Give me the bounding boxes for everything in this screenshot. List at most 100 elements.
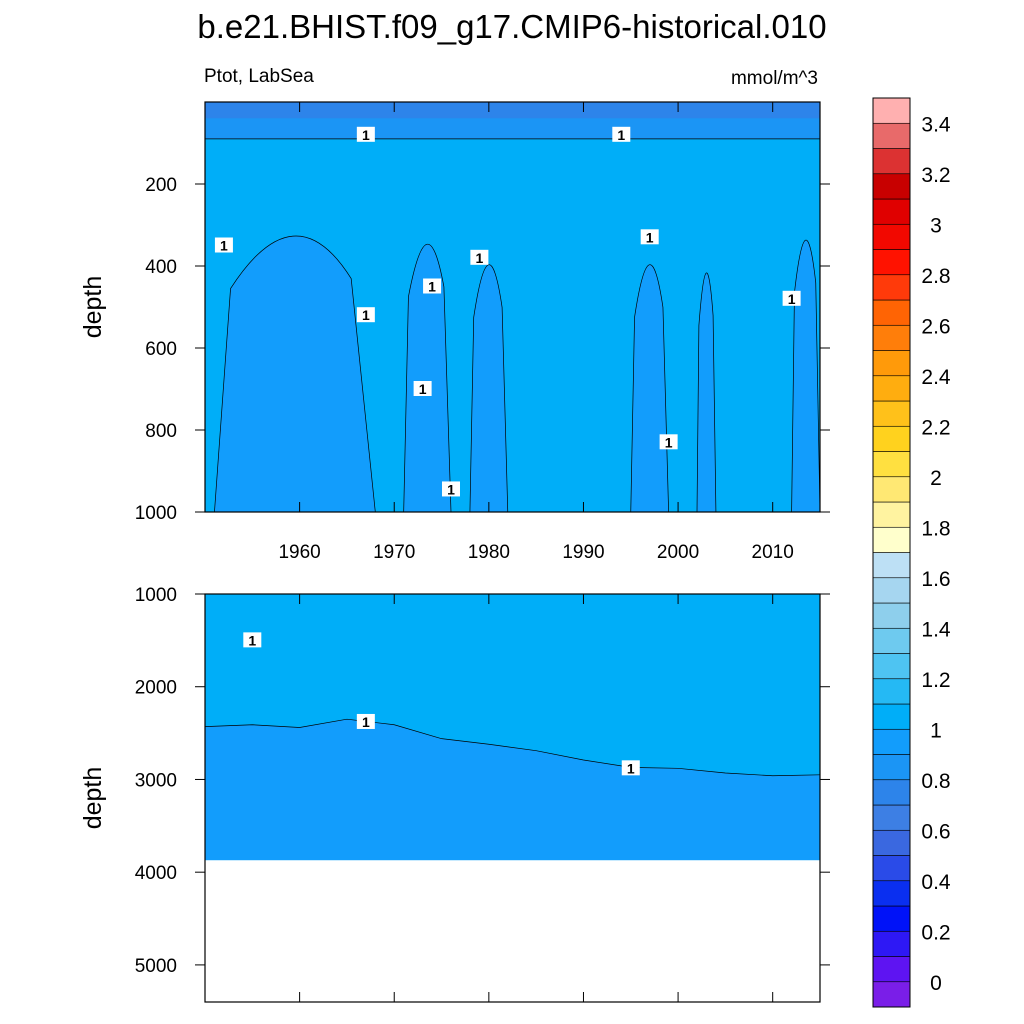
unit-label: mmol/m^3: [731, 68, 818, 89]
bottom-contour-label: 1: [356, 713, 375, 730]
top-frame: [204, 101, 821, 513]
top-y-tick-label: 400: [145, 257, 177, 278]
colorbar-segment: [872, 956, 911, 983]
bottom-y-tick-label: 3000: [135, 770, 177, 791]
top-contour-label: 1: [640, 229, 659, 245]
colorbar-segment: [872, 274, 911, 301]
colorbar-tick-label: 0.4: [921, 871, 951, 894]
chart-title: b.e21.BHIST.f09_g17.CMIP6-historical.010: [197, 8, 826, 45]
colorbar-segment: [872, 855, 911, 882]
colorbar-tick-label: 1: [930, 719, 942, 742]
top-upper-band: [205, 118, 820, 139]
colorbar-tick-label: 2.2: [921, 416, 950, 439]
colorbar-segment: [872, 223, 911, 250]
top-contour-label: 1: [214, 237, 233, 254]
top-panel: 1960 1970 1980 1990 2000 2010 200 400 600 800 1000…: [135, 101, 830, 563]
bottom-y-tick-label: 1000: [135, 585, 177, 606]
top-contour-label: 1: [413, 381, 432, 397]
svg-text:1: 1: [475, 250, 483, 266]
colorbar-tick-label: 1.4: [921, 618, 951, 641]
colorbar-segment: [872, 350, 911, 377]
svg-text:1: 1: [617, 127, 625, 143]
colorbar-segment: [872, 829, 911, 856]
bottom-y-axis-label: depth: [79, 767, 107, 830]
colorbar-segment: [872, 198, 911, 225]
colorbar-tick-label: 0: [930, 972, 942, 995]
colorbar-segment: [872, 703, 911, 730]
top-contour-label: 1: [782, 290, 801, 307]
colorbar-tick-label: 2.4: [921, 366, 951, 389]
colorbar-segment: [872, 425, 911, 452]
top-region-1: [403, 243, 452, 513]
svg-text:1: 1: [362, 127, 370, 143]
svg-text:1: 1: [362, 307, 370, 323]
svg-text:1: 1: [428, 279, 436, 295]
top-y-tick-label: 600: [145, 339, 177, 360]
colorbar-tick-label: 0.6: [921, 820, 950, 843]
top-region-5: [791, 239, 821, 513]
bottom-y-tick-label: 2000: [135, 678, 177, 699]
colorbar-tick-label: 3.2: [921, 164, 950, 187]
svg-text:1: 1: [248, 632, 256, 648]
top-y-axis-label: depth: [79, 276, 107, 339]
top-region-2: [469, 264, 509, 513]
svg-text:1: 1: [646, 229, 654, 245]
svg-text:1: 1: [788, 291, 796, 307]
top-x-tick-label: 2010: [752, 542, 794, 563]
top-x-tick-label: 1980: [468, 542, 510, 563]
top-region-0: [214, 235, 376, 513]
top-contour-label: 1: [470, 250, 489, 266]
colorbar-frame: [872, 97, 911, 1008]
top-contour-label: 1: [442, 481, 460, 497]
colorbar-tick-label: 0.8: [921, 770, 950, 793]
colorbar-tick-label: 2: [930, 467, 942, 490]
colorbar-segment: [872, 148, 911, 175]
top-region-3: [630, 264, 669, 513]
bottom-contour-line: [204, 718, 821, 777]
colorbar-segment: [872, 981, 911, 1008]
top-contour-label: 1: [356, 307, 375, 323]
colorbar-segment: [872, 602, 911, 629]
colorbar-segment: [872, 476, 911, 503]
colorbar-segment: [872, 754, 911, 781]
colorbar-tick-label: 2.6: [921, 315, 950, 338]
bottom-frame: [204, 593, 821, 1003]
bottom-contour-label: 1: [243, 632, 262, 648]
bottom-lower-field: [205, 719, 820, 861]
colorbar-segment: [872, 375, 911, 402]
top-contour-label: 1: [423, 278, 442, 295]
top-y-tick-label: 200: [145, 175, 177, 196]
top-x-tick-label: 1970: [373, 542, 415, 563]
colorbar-tick-label: 1.6: [921, 568, 950, 591]
colorbar: 0 0.2 0.4 0.6 0.8 1 1.2 1.4 1.6 1.8 2 2.2 2.4 2.6 2.8 3…: [872, 97, 951, 1008]
colorbar-segment: [872, 930, 911, 957]
top-contour-label: 1: [612, 126, 631, 143]
colorbar-segment: [872, 905, 911, 932]
colorbar-tick-label: 3.4: [921, 113, 951, 136]
top-contour-label: 1: [659, 434, 678, 450]
colorbar-segment: [872, 577, 911, 604]
variable-label: Ptot, LabSea: [204, 66, 314, 87]
colorbar-segment: [872, 324, 911, 351]
top-contour-label: 1: [356, 126, 375, 143]
colorbar-segment: [872, 728, 911, 755]
colorbar-segment: [872, 880, 911, 907]
colorbar-segment: [872, 804, 911, 831]
svg-text:1: 1: [220, 238, 228, 254]
svg-text:1: 1: [665, 434, 673, 450]
colorbar-tick-label: 1.2: [921, 669, 950, 692]
colorbar-segment: [872, 653, 911, 680]
bottom-y-tick-label: 4000: [135, 863, 177, 884]
colorbar-segment: [872, 122, 911, 149]
colorbar-segment: [872, 627, 911, 654]
top-surface-layer: [205, 102, 820, 119]
top-y-tick-label: 800: [145, 421, 177, 442]
colorbar-segment: [872, 173, 911, 200]
top-x-tick-label: 1990: [562, 542, 604, 563]
top-x-tick-label: 2000: [657, 542, 699, 563]
colorbar-segment: [872, 97, 911, 124]
colorbar-tick-label: 0.2: [921, 921, 950, 944]
svg-text:1: 1: [419, 381, 427, 397]
colorbar-segment: [872, 526, 911, 553]
